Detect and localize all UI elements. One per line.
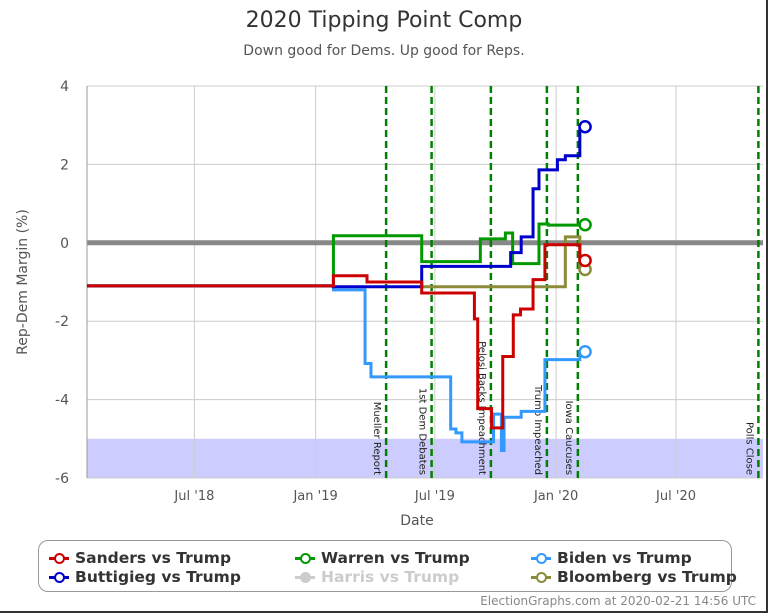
legend-item-harris[interactable]: Harris vs Trump — [295, 568, 459, 586]
legend-label: Bloomberg vs Trump — [557, 568, 737, 586]
chart-plot: 4 2 0 -2 -4 -6 Jul '18 Jan '19 Jul '19 Jan '20 Jul… — [15, 79, 763, 529]
legend-item-sanders[interactable]: Sanders vs Trump — [49, 549, 231, 567]
event-label: Iowa Caucuses — [563, 401, 574, 475]
legend-label: Sanders vs Trump — [75, 549, 232, 567]
x-tick-label: Jul '18 — [173, 489, 214, 504]
series-line-sanders — [87, 243, 586, 430]
line-circle-marker-icon — [295, 571, 315, 583]
legend-item-warren[interactable]: Warren vs Trump — [295, 549, 470, 567]
legend-label: Biden vs Trump — [557, 549, 692, 567]
series-line-buttigieg — [87, 125, 586, 289]
legend-item-buttigieg[interactable]: Buttigieg vs Trump — [49, 568, 241, 586]
series-end-marker — [578, 345, 592, 359]
chart-subtitle: Down good for Dems. Up good for Reps. — [243, 43, 525, 59]
x-axis-label: Date — [400, 513, 433, 529]
event-label: 1st Dem Debates — [417, 388, 428, 475]
series-line-biden — [87, 284, 586, 453]
series-end-marker — [578, 120, 592, 134]
shaded-band — [87, 438, 763, 478]
line-circle-marker-icon — [531, 571, 551, 583]
event-label: Polls Close — [743, 422, 754, 475]
legend: Sanders vs Trump Warren vs Trump Biden v… — [38, 540, 737, 592]
y-tick-label: -6 — [55, 471, 69, 487]
legend-label: Buttigieg vs Trump — [75, 568, 241, 586]
y-tick-label: -2 — [55, 314, 69, 330]
x-tick-label: Jan '19 — [292, 489, 337, 504]
line-circle-marker-icon — [531, 552, 551, 564]
x-tick-label: Jul '20 — [655, 489, 696, 504]
series-line-warren — [87, 222, 586, 288]
y-tick-label: 2 — [60, 157, 69, 173]
legend-item-bloomberg[interactable]: Bloomberg vs Trump — [531, 568, 737, 586]
footer-credit: ElectionGraphs.com at 2020-02-21 14:56 U… — [480, 594, 756, 608]
y-tick-label: -4 — [55, 393, 69, 409]
y-tick-label: 4 — [60, 79, 69, 95]
series-end-marker — [578, 253, 592, 268]
line-circle-marker-icon — [295, 552, 315, 564]
x-tick-label: Jan '20 — [533, 489, 578, 504]
legend-item-biden[interactable]: Biden vs Trump — [531, 549, 692, 567]
legend-label: Harris vs Trump — [321, 568, 460, 586]
y-axis-label: Rep-Dem Margin (%) — [15, 209, 31, 355]
legend-label: Warren vs Trump — [321, 549, 470, 567]
x-tick-label: Jul '19 — [414, 489, 455, 504]
line-circle-marker-icon — [49, 552, 69, 564]
y-tick-label: 0 — [60, 236, 69, 252]
chart-title: 2020 Tipping Point Comp — [245, 8, 523, 33]
line-circle-marker-icon — [49, 571, 69, 583]
series-end-marker — [578, 218, 592, 232]
event-label: Mueller Report — [371, 402, 382, 475]
event-label: Trump Impeached — [532, 384, 543, 475]
